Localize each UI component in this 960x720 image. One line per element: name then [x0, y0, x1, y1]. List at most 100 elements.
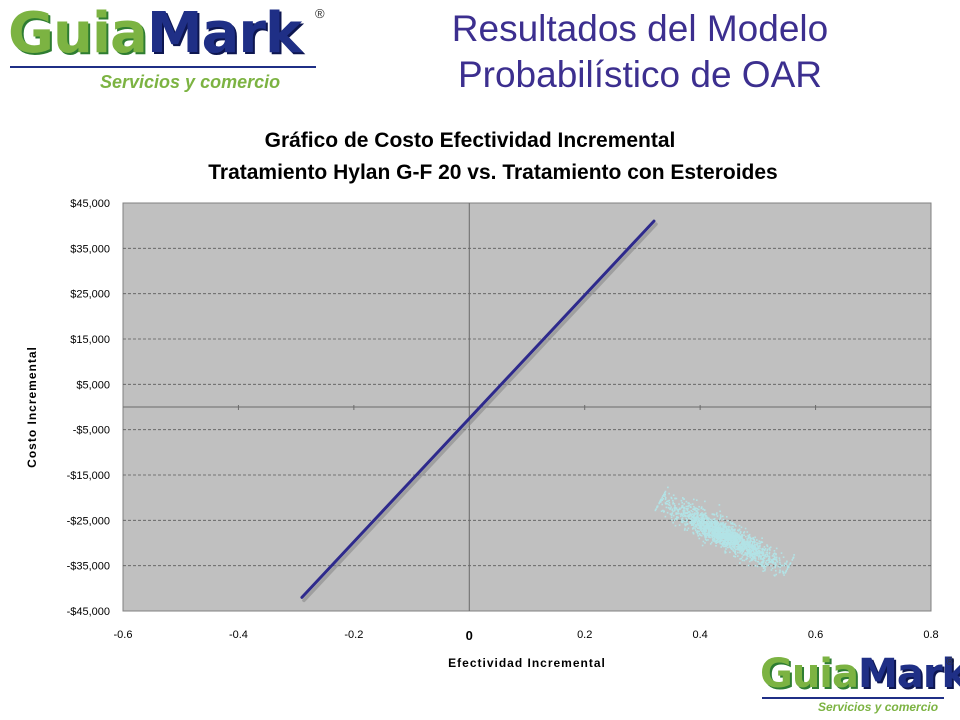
cloud-point — [722, 534, 724, 536]
cloud-point — [697, 517, 699, 519]
cloud-point — [771, 567, 774, 569]
cloud-point — [715, 545, 717, 547]
cloud-point — [700, 507, 703, 510]
cloud-point — [750, 559, 752, 562]
cloud-point — [792, 556, 795, 559]
cloud-point — [672, 501, 674, 504]
cloud-point — [723, 543, 726, 545]
cloud-point — [736, 543, 739, 546]
cloud-point — [710, 518, 712, 521]
cloud-point — [751, 543, 754, 545]
cloud-point — [761, 550, 763, 553]
cloud-point — [719, 533, 722, 535]
cloud-point — [719, 532, 721, 534]
cloud-point — [703, 517, 705, 519]
cloud-point — [719, 526, 722, 528]
cloud-point — [774, 561, 777, 564]
cloud-point — [782, 571, 785, 573]
cloud-point — [781, 570, 784, 573]
cloud-point — [699, 533, 701, 535]
cloud-point — [760, 552, 762, 554]
cloud-point — [703, 519, 705, 522]
cloud-point — [752, 549, 754, 551]
cloud-point — [672, 514, 675, 517]
cloud-point — [691, 519, 693, 522]
cloud-point — [668, 492, 670, 495]
cloud-point — [779, 571, 781, 573]
cloud-point — [745, 546, 748, 548]
cloud-point — [664, 497, 667, 499]
cloud-point — [743, 539, 745, 541]
cloud-point — [749, 548, 752, 551]
cloud-point — [688, 513, 691, 516]
cloud-point — [713, 526, 715, 528]
footer-logo-tagline: Servicios y comercio — [818, 700, 939, 714]
cloud-point — [715, 535, 718, 537]
cloud-point — [724, 550, 726, 552]
cloud-point — [719, 517, 722, 520]
cloud-point — [716, 523, 719, 526]
cloud-point — [675, 507, 677, 509]
cloud-point — [745, 535, 747, 538]
cloud-point — [756, 544, 759, 546]
cloud-point — [774, 563, 776, 566]
cloud-point — [781, 564, 784, 567]
cloud-point — [787, 565, 789, 567]
cloud-point — [680, 515, 682, 517]
cloud-point — [749, 540, 752, 542]
cloud-point — [768, 547, 771, 549]
y-tick-label: -$25,000 — [67, 515, 110, 527]
cloud-point — [712, 532, 715, 534]
cloud-point — [728, 532, 731, 535]
x-tick-label: 0.6 — [808, 629, 823, 641]
cloud-point — [703, 526, 706, 528]
cloud-point — [764, 568, 766, 570]
cloud-point — [766, 553, 768, 556]
cloud-point — [708, 531, 711, 533]
cloud-point — [723, 526, 725, 529]
cloud-point — [710, 523, 713, 526]
cloud-point — [723, 545, 726, 548]
cloud-point — [724, 533, 727, 536]
cloud-point — [733, 541, 735, 544]
cloud-point — [747, 539, 749, 541]
cloud-point — [681, 518, 683, 520]
cloud-point — [697, 522, 699, 525]
cloud-point — [662, 495, 664, 497]
cloud-point — [749, 553, 752, 556]
cloud-point — [698, 505, 700, 508]
cloud-point — [701, 527, 704, 530]
cloud-point — [676, 513, 679, 515]
cloud-point — [661, 496, 663, 499]
cloud-point — [697, 516, 699, 518]
cloud-point — [690, 521, 693, 523]
cloud-point — [729, 534, 731, 536]
cloud-point — [773, 558, 776, 561]
cloud-point — [737, 551, 739, 554]
cloud-point — [740, 546, 742, 548]
cloud-point — [712, 535, 715, 538]
cloud-point — [767, 564, 769, 566]
cloud-point — [696, 527, 699, 530]
cloud-point — [748, 560, 751, 563]
cloud-point — [764, 561, 767, 564]
cloud-point — [766, 551, 768, 554]
cloud-point — [756, 542, 758, 544]
cloud-point — [686, 529, 688, 531]
cloud-point — [711, 524, 713, 526]
cloud-point — [731, 547, 733, 549]
cloud-point — [695, 517, 697, 519]
cloud-point — [691, 522, 694, 525]
cloud-point — [759, 545, 761, 547]
cloud-point — [688, 504, 690, 506]
cloud-point — [733, 536, 735, 539]
cloud-point — [706, 521, 708, 523]
cloud-point — [750, 552, 752, 554]
cloud-point — [692, 519, 694, 522]
cloud-point — [725, 539, 728, 542]
footer-logo-underline — [762, 697, 944, 699]
cloud-point — [714, 538, 716, 541]
cloud-point — [684, 512, 687, 515]
cloud-point — [733, 528, 735, 531]
cloud-point — [737, 555, 739, 557]
